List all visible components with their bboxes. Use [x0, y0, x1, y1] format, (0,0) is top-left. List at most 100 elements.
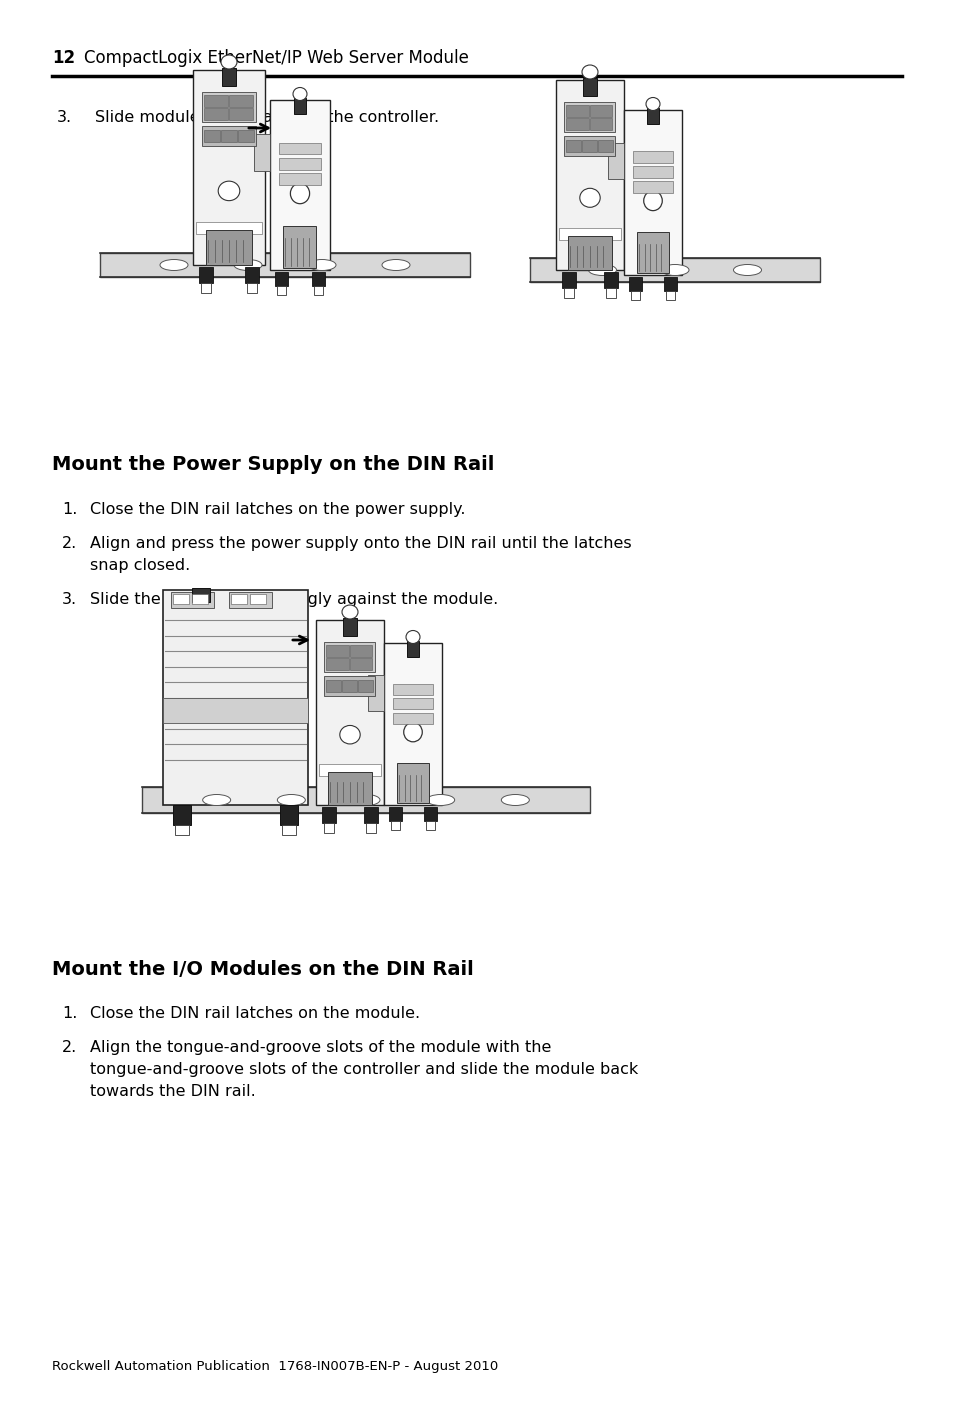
Bar — [172, 593, 189, 605]
Bar — [328, 772, 372, 806]
Bar — [393, 699, 433, 710]
Bar — [201, 283, 211, 292]
Bar — [324, 643, 375, 672]
Bar — [171, 592, 214, 607]
Bar — [564, 136, 615, 156]
Bar — [192, 593, 208, 605]
Bar — [389, 807, 401, 821]
Bar — [582, 141, 597, 152]
Bar — [283, 225, 316, 269]
Text: Close the DIN rail latches on the module.: Close the DIN rail latches on the module… — [90, 1007, 419, 1021]
Ellipse shape — [406, 630, 419, 644]
Bar — [280, 806, 297, 825]
Bar — [407, 641, 418, 657]
Ellipse shape — [588, 264, 616, 276]
Bar — [222, 67, 235, 86]
Bar — [326, 645, 349, 657]
Bar — [324, 676, 375, 696]
Bar — [364, 807, 377, 823]
Bar — [229, 108, 253, 120]
Bar — [294, 98, 306, 114]
Bar — [564, 103, 615, 132]
Bar — [589, 105, 612, 117]
Bar — [350, 645, 372, 657]
Ellipse shape — [293, 87, 307, 100]
Bar — [247, 283, 256, 292]
Ellipse shape — [645, 97, 659, 111]
Bar — [350, 658, 372, 671]
Bar — [142, 787, 589, 813]
Bar — [278, 142, 320, 155]
Ellipse shape — [579, 188, 599, 207]
Ellipse shape — [290, 183, 310, 204]
Bar — [229, 592, 273, 607]
Bar — [393, 713, 433, 724]
Bar — [603, 271, 618, 288]
Text: CompactLogix EtherNet/IP Web Server Module: CompactLogix EtherNet/IP Web Server Modu… — [84, 49, 468, 67]
Text: Mount the I/O Modules on the DIN Rail: Mount the I/O Modules on the DIN Rail — [52, 960, 474, 979]
Bar — [556, 80, 623, 270]
Ellipse shape — [381, 260, 410, 270]
Bar — [278, 157, 320, 170]
Bar — [558, 228, 620, 240]
Bar — [278, 173, 320, 186]
Text: 3.: 3. — [57, 110, 72, 125]
Ellipse shape — [660, 264, 688, 276]
Bar — [630, 291, 639, 299]
Bar — [231, 593, 247, 605]
Ellipse shape — [160, 260, 188, 270]
Bar — [393, 683, 433, 695]
Ellipse shape — [218, 181, 239, 201]
Bar — [628, 277, 641, 291]
Text: Slide module snugly against the controller.: Slide module snugly against the controll… — [95, 110, 438, 125]
Bar — [561, 271, 576, 288]
Bar — [384, 643, 441, 806]
Bar — [204, 96, 228, 107]
Bar — [315, 620, 384, 806]
Bar — [274, 271, 288, 285]
Text: 2.: 2. — [62, 536, 77, 551]
Bar — [426, 821, 435, 830]
Bar — [229, 96, 253, 107]
Bar — [326, 658, 349, 671]
Ellipse shape — [581, 65, 598, 79]
Bar — [237, 129, 253, 142]
Bar — [221, 129, 236, 142]
Bar — [368, 675, 384, 711]
Bar — [396, 762, 429, 803]
Bar — [423, 807, 436, 821]
Bar — [250, 593, 266, 605]
Bar — [632, 166, 673, 177]
Ellipse shape — [643, 191, 661, 211]
Bar — [663, 277, 677, 291]
Bar — [637, 232, 668, 273]
Bar — [343, 619, 356, 636]
Bar — [312, 271, 325, 285]
Bar — [172, 806, 191, 825]
Bar — [563, 288, 574, 298]
Bar — [566, 105, 588, 117]
Text: 1.: 1. — [62, 502, 77, 517]
Bar — [199, 267, 213, 283]
Ellipse shape — [426, 794, 455, 806]
Bar — [314, 285, 323, 295]
Bar — [589, 118, 612, 129]
Bar — [202, 127, 255, 146]
Ellipse shape — [221, 55, 236, 69]
Bar — [665, 291, 675, 299]
Ellipse shape — [352, 794, 379, 806]
Text: 2.: 2. — [62, 1040, 77, 1054]
Text: Align and press the power supply onto the DIN rail until the latches: Align and press the power supply onto th… — [90, 536, 631, 551]
Bar — [324, 823, 334, 832]
Bar — [566, 141, 581, 152]
Text: 3.: 3. — [62, 592, 77, 607]
Bar — [358, 681, 374, 692]
Ellipse shape — [202, 794, 231, 806]
Bar — [623, 110, 681, 276]
Bar — [530, 257, 820, 283]
Bar — [326, 681, 341, 692]
Ellipse shape — [341, 605, 357, 619]
Bar — [163, 591, 308, 806]
Bar — [195, 222, 262, 235]
Bar — [202, 91, 255, 122]
